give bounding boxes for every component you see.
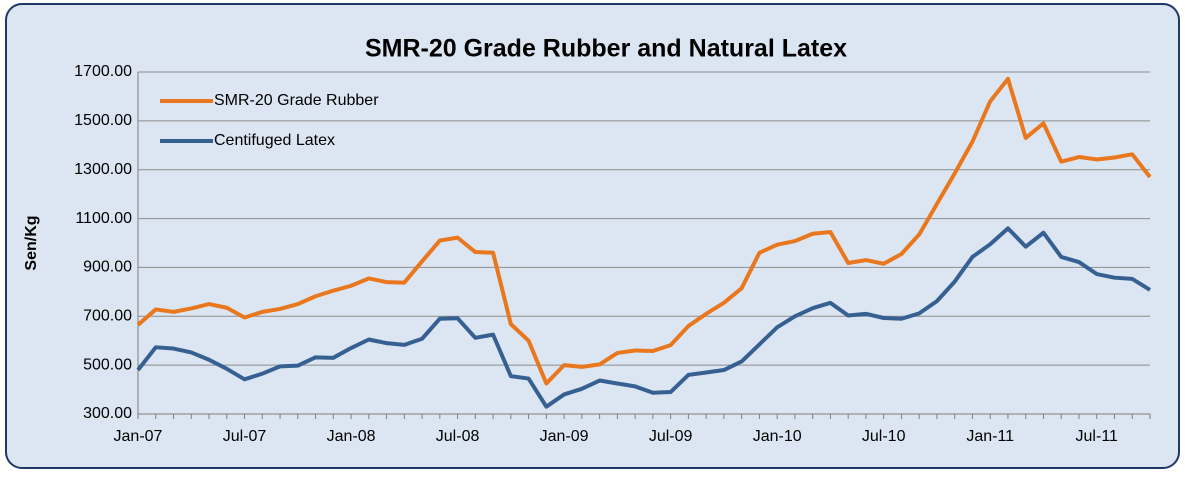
series-line — [136, 76, 1152, 386]
x-tick-label: Jan-07 — [114, 428, 163, 445]
y-tick-label: 700.00 — [83, 308, 132, 325]
y-axis-label: Sen/Kg — [23, 215, 40, 270]
y-tick-label: 300.00 — [83, 405, 132, 422]
x-tick-label: Jul-08 — [436, 428, 480, 445]
x-tick-label: Jan-10 — [753, 428, 802, 445]
legend-label: Centifuged Latex — [214, 132, 335, 149]
x-tick-label: Jan-08 — [327, 428, 376, 445]
x-tick-label: Jan-11 — [966, 428, 1014, 445]
y-tick-label: 900.00 — [83, 259, 132, 276]
y-tick-label: 1700.00 — [74, 63, 132, 80]
x-tick-label: Jul-07 — [223, 428, 267, 445]
x-tick-label: Jul-11 — [1076, 428, 1118, 445]
legend-label: SMR-20 Grade Rubber — [214, 92, 379, 109]
y-tick-label: 1300.00 — [74, 161, 132, 178]
chart-title: SMR-20 Grade Rubber and Natural Latex — [365, 35, 847, 63]
x-tick-label: Jul-10 — [862, 428, 906, 445]
series-line — [136, 226, 1152, 409]
x-tick-label: Jan-09 — [540, 428, 589, 445]
x-tick-label: Jul-09 — [649, 428, 693, 445]
y-tick-label: 1500.00 — [74, 112, 132, 129]
y-tick-label: 1100.00 — [75, 210, 132, 227]
y-tick-label: 500.00 — [83, 356, 132, 373]
chart-frame — [5, 3, 1180, 469]
